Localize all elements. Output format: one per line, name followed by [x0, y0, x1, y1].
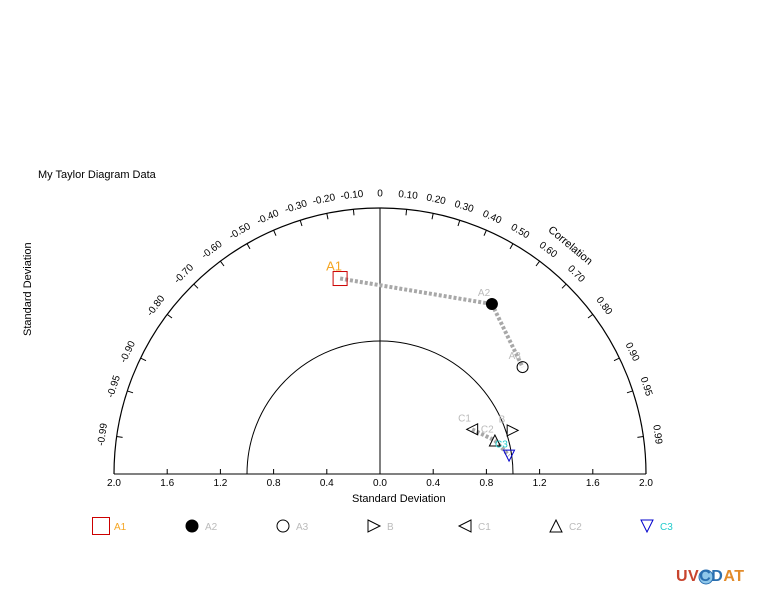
correlation-tick-label: -0.80 [145, 293, 168, 318]
point-C3 [502, 449, 516, 463]
correlation-tick-label: 0.70 [565, 263, 587, 285]
legend-marker-C2 [549, 518, 563, 533]
correlation-tick-label: -0.40 [255, 208, 281, 227]
arrow-C1-C2 [471, 427, 496, 443]
correlation-tick-label: 0.50 [509, 222, 532, 241]
correlation-tick [509, 243, 514, 250]
point-A2 [485, 298, 498, 311]
legend-label-C2: C2 [569, 522, 582, 533]
x-tick-label: 1.2 [533, 478, 547, 489]
correlation-tick-label: 0.80 [594, 295, 615, 318]
correlation-tick [535, 260, 540, 267]
x-tick-label: 0.4 [426, 478, 440, 489]
correlation-tick-label: -0.60 [200, 239, 225, 262]
correlation-tick-label: -0.50 [227, 221, 253, 242]
point-C2 [488, 433, 502, 447]
correlation-tick-label: -0.90 [118, 339, 138, 365]
correlation-tick [613, 357, 620, 362]
x-tick-label: 0.8 [479, 478, 493, 489]
x-tick-label: 1.6 [586, 478, 600, 489]
correlation-tick-label: 0 [377, 189, 383, 200]
legend-label-B: B [387, 522, 394, 533]
correlation-tick [246, 243, 251, 250]
correlation-tick-label: 0.95 [638, 376, 655, 398]
correlation-tick [299, 220, 303, 227]
correlation-tick [273, 230, 277, 236]
correlation-tick [219, 260, 225, 267]
correlation-tick-label: -0.70 [172, 262, 196, 286]
correlation-tick-label: 0.20 [425, 192, 447, 207]
arrow-C2-C3 [493, 439, 511, 457]
y-axis-label: Standard Deviation [22, 242, 34, 336]
legend-marker-B [367, 519, 382, 533]
correlation-tick [431, 213, 434, 220]
correlation-tick [637, 435, 644, 438]
correlation-tick-label: -0.30 [284, 198, 309, 215]
correlation-tick-label: 0.90 [623, 341, 642, 364]
correlation-tick [127, 390, 134, 394]
correlation-tick-label: 0.30 [453, 199, 475, 215]
correlation-tick [326, 213, 329, 220]
x-tick-label: 0.8 [267, 478, 281, 489]
point-label-C1: C1 [458, 413, 471, 424]
correlation-tick-label: -0.95 [105, 374, 123, 400]
correlation-tick [116, 435, 123, 438]
correlation-tick [587, 313, 594, 319]
point-A1 [332, 271, 348, 287]
legend-label-A3: A3 [296, 522, 309, 533]
point-label-C3: C3 [495, 440, 508, 451]
point-label-A2: A2 [478, 288, 491, 299]
correlation-tick [561, 283, 567, 289]
legend-marker-A3 [276, 519, 290, 533]
correlation-tick [193, 283, 199, 289]
correlation-tick [626, 390, 633, 394]
x-tick-label: 2.0 [107, 478, 121, 489]
legend-marker-C1 [457, 519, 472, 533]
point-label-A1: A1 [326, 259, 342, 274]
x-tick-label: 1.6 [160, 478, 174, 489]
correlation-tick-label: 0.99 [650, 424, 664, 445]
correlation-tick-label: -0.99 [96, 422, 110, 447]
legend-label-A2: A2 [205, 522, 218, 533]
globe-icon [698, 569, 714, 585]
x-tick-label: 2.0 [639, 478, 653, 489]
correlation-tick-label: 0.60 [537, 240, 560, 261]
point-A3 [516, 361, 529, 374]
correlation-tick [483, 230, 487, 236]
point-label-A3: A3 [509, 351, 522, 362]
correlation-tick [352, 209, 355, 216]
correlation-tick-label: -0.10 [340, 189, 364, 202]
chart-title: My Taylor Diagram Data [38, 169, 156, 181]
x-tick-label: 0.4 [320, 478, 334, 489]
reference-std-arc [246, 340, 514, 475]
point-label-C2: C2 [481, 424, 494, 435]
correlation-tick [457, 220, 461, 227]
legend-label-A1: A1 [114, 522, 127, 533]
correlation-tick-label: 0.10 [398, 189, 419, 202]
uvcdat-logo: UVCDAT [676, 568, 745, 585]
arrow-A1-A2 [339, 276, 493, 307]
point-label-B: B [499, 414, 506, 425]
x-axis-label: Standard Deviation [352, 493, 446, 505]
legend-marker-C3 [640, 519, 654, 534]
x-tick-label: 1.2 [213, 478, 227, 489]
point-B [506, 424, 520, 437]
legend-label-C3: C3 [660, 522, 673, 533]
correlation-tick-label: -0.20 [312, 192, 337, 207]
legend-label-C1: C1 [478, 522, 491, 533]
correlation-tick [405, 209, 408, 216]
x-tick-label: 0.0 [373, 478, 387, 489]
correlation-tick [166, 313, 173, 319]
correlation-tick-label: 0.40 [481, 209, 504, 227]
legend-marker-A1 [92, 517, 110, 535]
arrow-A2-A3 [490, 303, 525, 368]
point-C1 [465, 423, 479, 436]
legend-marker-A2 [185, 519, 199, 533]
correlation-tick [140, 357, 147, 362]
